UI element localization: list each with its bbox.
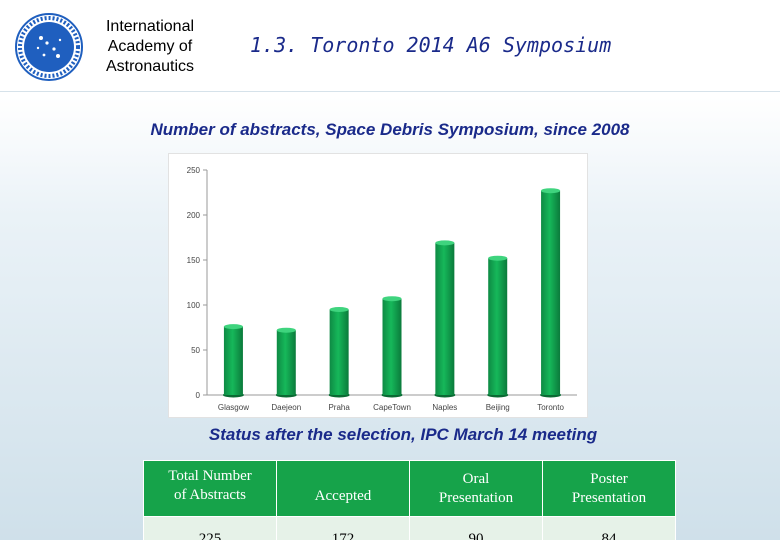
header-poster-line-2: Presentation	[571, 489, 647, 506]
status-table: Total Number of Abstracts Accepted Oral …	[143, 460, 676, 540]
status-table-header-row: Total Number of Abstracts Accepted Oral …	[143, 460, 676, 517]
bar-top-cap	[276, 327, 296, 333]
header-oral-presentation: Oral Presentation	[409, 460, 543, 517]
x-tick-label: CapeTown	[373, 403, 411, 412]
bar-glasgow	[223, 326, 243, 395]
x-tick-label: Toronto	[537, 403, 564, 412]
x-tick-label: Praha	[328, 403, 350, 412]
y-tick-label: 200	[187, 211, 201, 220]
bar-naples	[435, 242, 455, 395]
y-tick-label: 0	[196, 391, 201, 400]
header-poster-presentation: Poster Presentation	[542, 460, 676, 517]
chart-container: 0 50 100 150 200 250 Glasgow Daejeon Praha CapeTo…	[168, 153, 588, 418]
y-tick-label: 50	[191, 346, 200, 355]
bar-top-cap	[488, 255, 508, 261]
y-tick-label: 250	[187, 166, 201, 175]
bar-toronto	[541, 190, 561, 395]
bar-top-cap	[435, 240, 455, 246]
header-oral-line-2: Presentation	[438, 489, 514, 506]
org-name-line-3: Astronautics	[105, 58, 195, 75]
header-total-line-2: of Abstracts	[173, 487, 247, 503]
iaa-logo-icon	[15, 13, 83, 81]
status-title: Status after the selection, IPC March 14…	[208, 425, 598, 444]
header-divider	[0, 91, 780, 92]
header-accepted: Accepted	[276, 460, 410, 517]
header-total-line-1: Total Number	[168, 468, 252, 484]
y-tick-label: 100	[187, 301, 201, 310]
bar-daejeon	[276, 330, 296, 395]
org-name-line-1: International	[105, 18, 195, 35]
value-total-abstracts: 225	[143, 516, 277, 540]
x-tick-label: Daejeon	[271, 403, 301, 412]
bar-top-cap	[329, 307, 349, 312]
header-oral-line-1: Oral	[462, 470, 490, 487]
slide-title: 1.3. Toronto 2014 A6 Symposium	[250, 33, 612, 57]
bar-top-cap	[541, 188, 561, 194]
status-table-value-row: 225 172 90 84	[143, 516, 676, 540]
bar-chart: 0 50 100 150 200 250 Glasgow Daejeon Praha CapeTo…	[187, 166, 577, 412]
header-total-abstracts: Total Number of Abstracts	[143, 460, 277, 517]
x-tick-label: Beijing	[486, 403, 510, 412]
value-oral-presentation: 90	[409, 516, 543, 540]
bar-capetown	[382, 298, 402, 395]
organization-name: International Academy of Astronautics	[90, 17, 210, 77]
header-poster-line-1: Poster	[590, 470, 628, 487]
org-name-line-2: Academy of	[107, 38, 193, 55]
header-accepted-label: Accepted	[314, 488, 372, 504]
value-accepted: 172	[276, 516, 410, 540]
bar-top-cap	[223, 324, 243, 330]
chart-title: Number of abstracts, Space Debris Sympos…	[150, 120, 630, 139]
bar-top-cap	[382, 296, 402, 302]
bar-beijing	[488, 258, 508, 395]
x-tick-label: Glasgow	[218, 403, 249, 412]
x-tick-label: Naples	[432, 403, 457, 412]
slide-header: International Academy of Astronautics 1.…	[0, 0, 780, 92]
bar-praha	[329, 309, 349, 395]
y-tick-label: 150	[187, 256, 201, 265]
value-poster-presentation: 84	[542, 516, 676, 540]
